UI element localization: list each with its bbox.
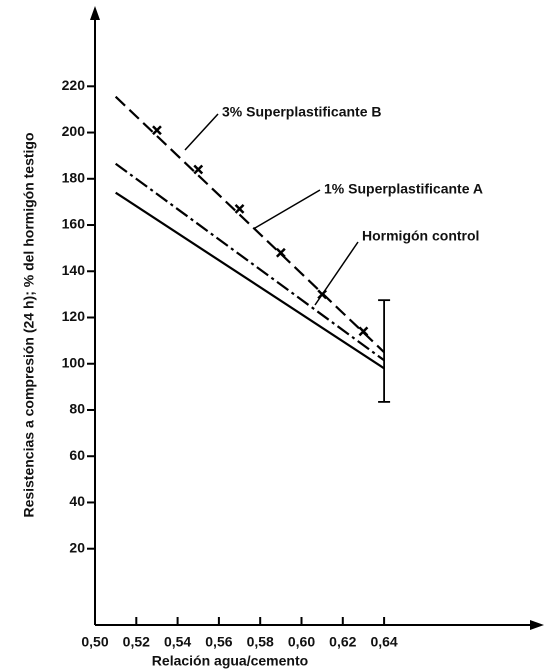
x-tick-label: 0,56: [205, 634, 232, 650]
marker: [358, 326, 369, 337]
x-tick-label: 0,50: [81, 634, 108, 650]
series-line: [114, 95, 385, 353]
leader-line: [254, 189, 321, 229]
y-axis-label: Resistencias a compresión (24 h); % del …: [21, 132, 37, 517]
y-tick-label: 180: [62, 169, 86, 185]
x-tick-label: 0,64: [370, 634, 397, 650]
x-axis-label: Relación agua/cemento: [152, 653, 308, 669]
x-axis-arrow: [530, 620, 544, 630]
marker: [152, 125, 162, 136]
series-line: [115, 191, 385, 370]
x-tick-label: 0,52: [123, 634, 150, 650]
marker: [317, 289, 328, 300]
y-tick-label: 120: [62, 308, 86, 324]
x-tick-label: 0,58: [247, 634, 274, 650]
y-tick-label: 40: [69, 493, 85, 509]
y-tick-label: 160: [62, 216, 86, 232]
series-label: 3% Superplastificante B: [222, 104, 382, 120]
x-tick-label: 0,62: [329, 634, 356, 650]
y-tick-label: 200: [62, 123, 86, 139]
y-tick-label: 20: [69, 539, 85, 555]
series-label: Hormigón control: [362, 228, 479, 244]
series-line: [115, 162, 385, 362]
marker: [275, 247, 286, 258]
y-tick-label: 220: [62, 77, 86, 93]
y-tick-label: 140: [62, 262, 86, 278]
marker: [234, 203, 245, 214]
y-axis-arrow: [90, 6, 100, 20]
y-tick-label: 100: [62, 354, 86, 370]
marker: [193, 164, 204, 175]
y-tick-label: 80: [69, 401, 85, 417]
x-tick-label: 0,54: [164, 634, 191, 650]
y-tick-label: 60: [69, 447, 85, 463]
leader-line: [184, 113, 219, 151]
series-label: 1% Superplastificante A: [324, 181, 483, 197]
x-tick-label: 0,60: [288, 634, 315, 650]
